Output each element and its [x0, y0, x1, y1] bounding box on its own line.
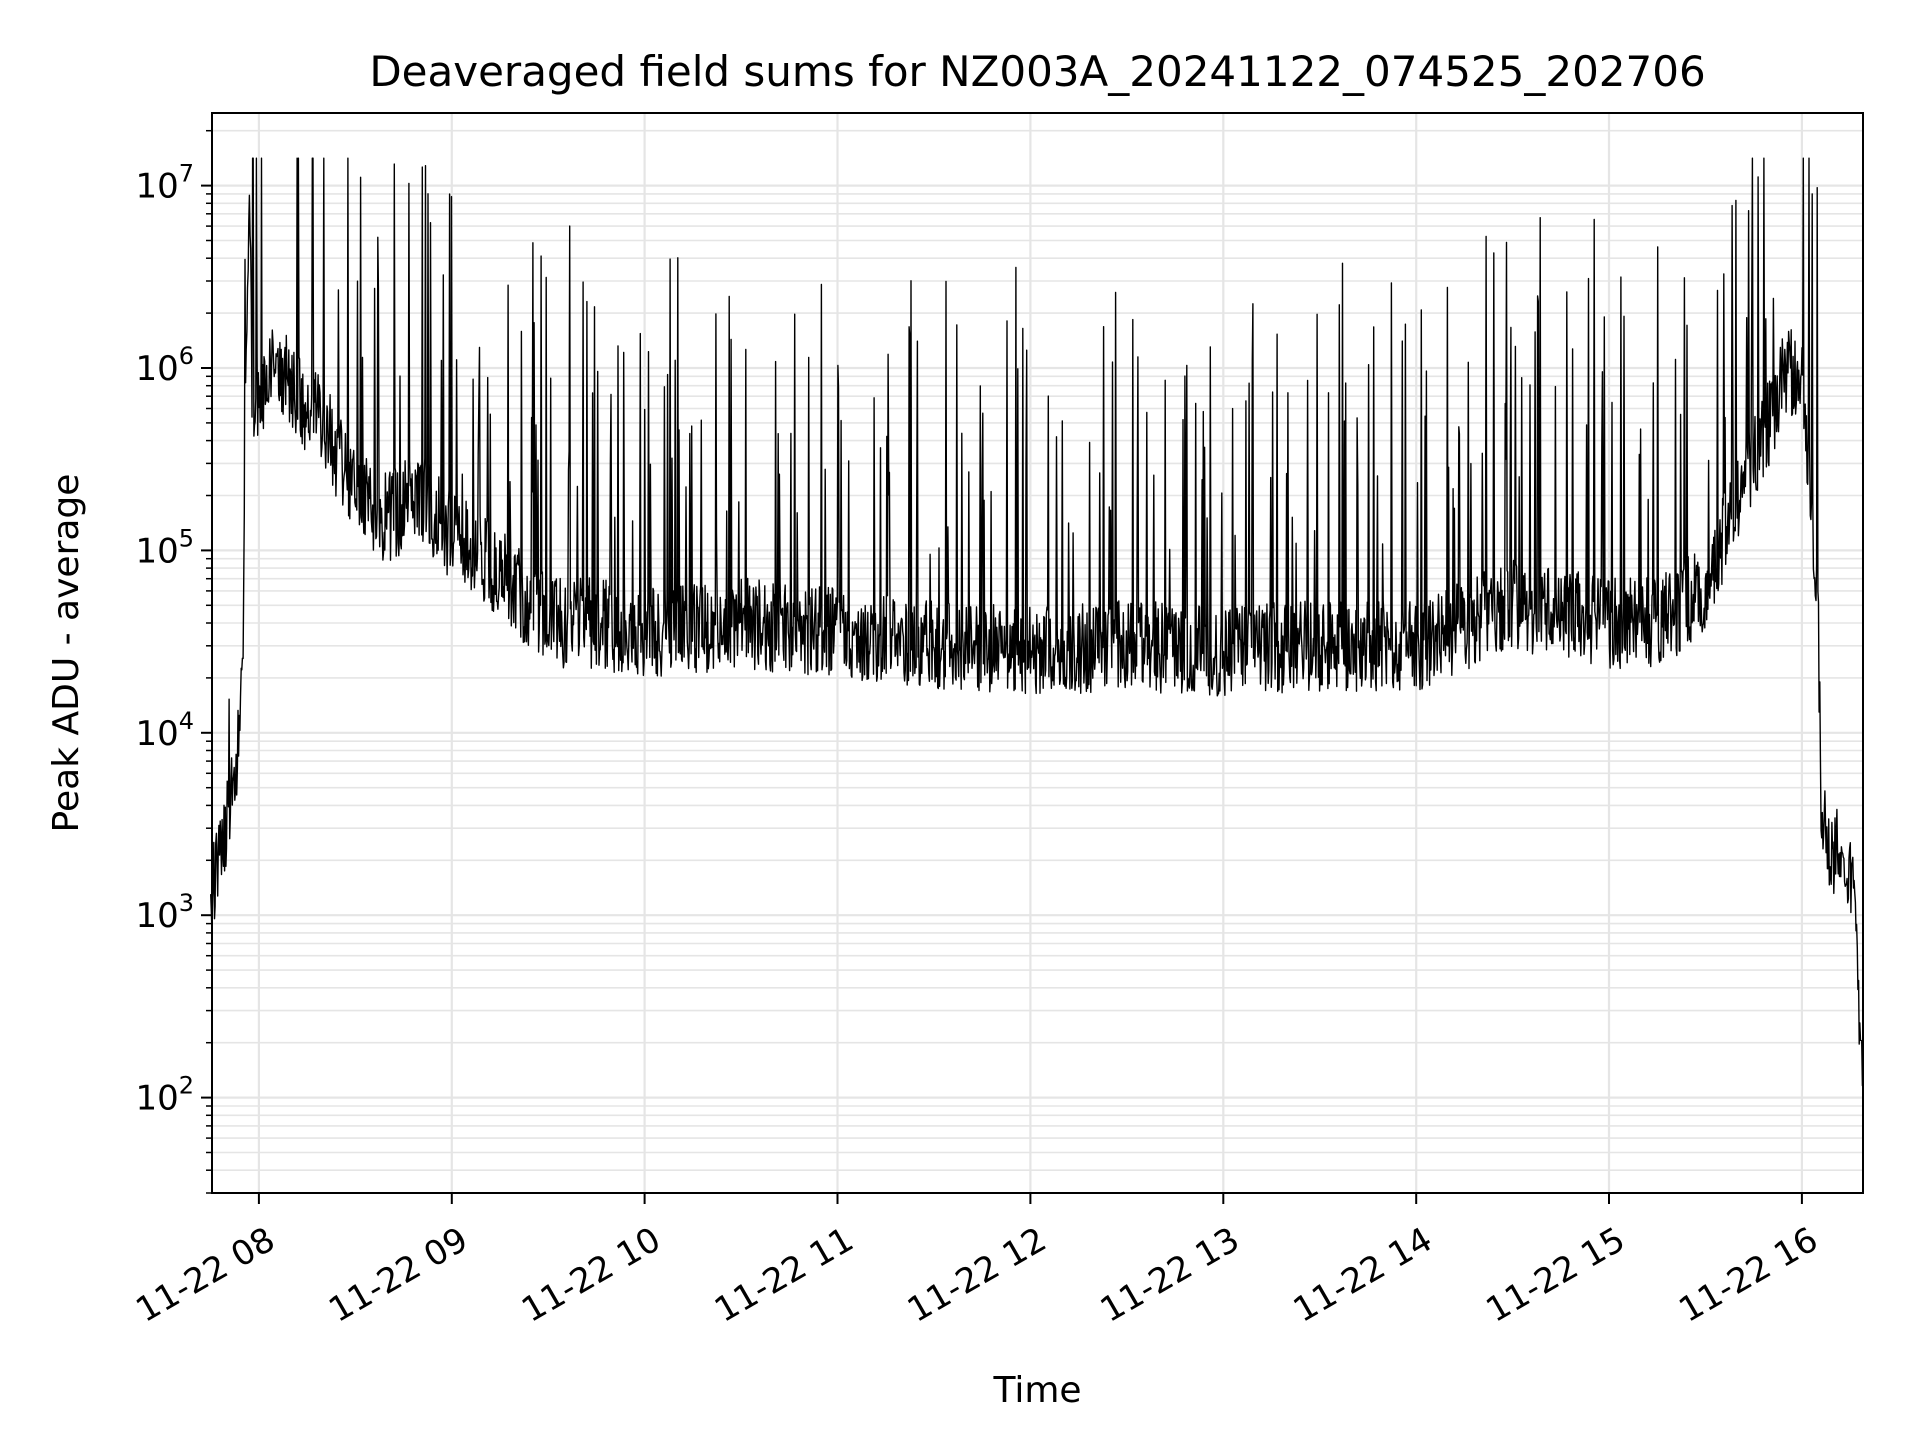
x-axis-label: Time — [992, 1370, 1081, 1411]
y-tick-label: 102 — [135, 1072, 194, 1119]
y-tick-label: 106 — [135, 342, 194, 389]
y-tick-label: 107 — [135, 160, 194, 207]
chart-title: Deaveraged field sums for NZ003A_2024112… — [369, 47, 1705, 96]
y-tick-label: 105 — [135, 524, 194, 571]
y-tick-label: 103 — [135, 889, 194, 936]
y-tick-label: 104 — [135, 707, 194, 754]
series-line — [210, 157, 1864, 1087]
y-axis-label: Peak ADU - average — [46, 474, 87, 833]
series-layer — [210, 157, 1864, 1087]
plot-frame — [211, 112, 1864, 1194]
